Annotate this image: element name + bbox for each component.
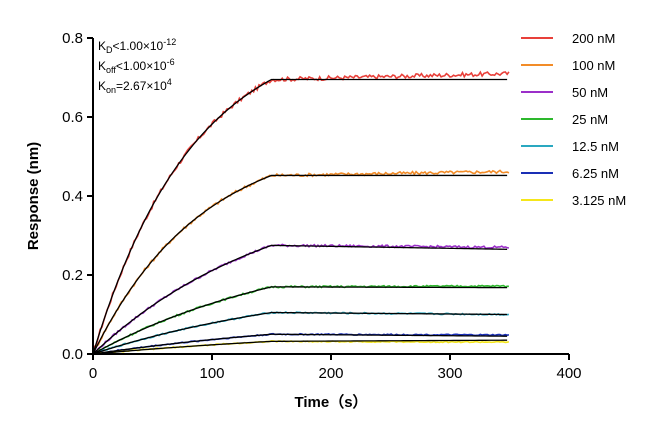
legend-label: 6.25 nM (572, 166, 619, 181)
x-tick-label: 100 (199, 365, 224, 382)
fit-line (92, 311, 508, 355)
series-line (92, 169, 510, 355)
annotation-value: =2.67×10 (116, 79, 167, 93)
x-axis-title: Time（s） (294, 393, 367, 411)
y-tick-label: 0.6 (62, 109, 83, 126)
y-tick-label: 0.8 (62, 30, 83, 47)
y-tick-label: 0.2 (62, 267, 83, 284)
annotation-value: <1.00×10 (113, 39, 164, 53)
x-tick-label: 400 (556, 365, 581, 382)
y-axis-title: Response (nm) (25, 142, 42, 250)
annotation-base: K (98, 39, 106, 53)
series-line (92, 284, 509, 355)
x-tick-label: 0 (89, 365, 97, 382)
series-line (92, 332, 510, 355)
annotation-subscript: D (106, 45, 113, 55)
legend-label: 100 nM (572, 58, 615, 73)
legend-label: 12.5 nM (572, 139, 619, 154)
annotation-subscript: off (106, 65, 116, 75)
annotation-value: <1.00×10 (116, 59, 167, 73)
annotation-superscript: -6 (167, 57, 175, 67)
fit-line (92, 78, 508, 355)
fit-layer (92, 78, 508, 355)
series-line (92, 243, 510, 355)
y-tick-label: 0.0 (62, 346, 83, 363)
legend-label: 200 nM (572, 31, 615, 46)
annotation-superscript: -12 (163, 37, 176, 47)
x-tick-label: 300 (437, 365, 462, 382)
series-line (92, 340, 510, 355)
curves-layer (92, 70, 510, 355)
legend-label: 3.125 nM (572, 193, 626, 208)
x-tick-label: 200 (318, 365, 343, 382)
annotation-subscript: on (106, 85, 116, 95)
fit-line (92, 339, 508, 355)
fit-line (92, 333, 508, 355)
fit-line (92, 286, 508, 355)
annotation-line: KD<1.00×10-12 (98, 37, 176, 55)
legend: 200 nM 100 nM 50 nM 25 nM 12.5 nM 6.25 nM 3.12… (521, 31, 626, 208)
legend-label: 50 nM (572, 85, 608, 100)
ticks-layer: 0 100 200 300 400 0.0 0.2 0.4 0.6 0.8 (62, 30, 581, 382)
series-line (92, 70, 510, 353)
annotation-line: Kon=2.67×104 (98, 77, 172, 95)
annotation-base: K (98, 59, 106, 73)
fit-line (92, 174, 508, 355)
legend-label: 25 nM (572, 112, 608, 127)
fit-line (92, 244, 508, 355)
series-line (92, 311, 510, 355)
annotation-line: Koff<1.00×10-6 (98, 57, 175, 75)
annotation-base: K (98, 79, 106, 93)
y-tick-label: 0.4 (62, 188, 83, 205)
annotation-superscript: 4 (167, 77, 172, 87)
